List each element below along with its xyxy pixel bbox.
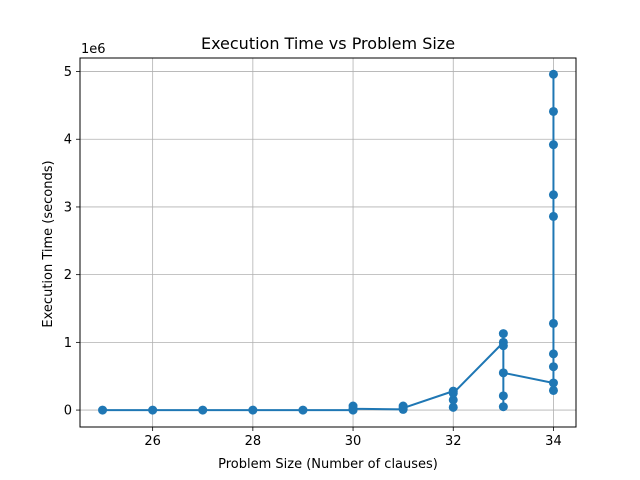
chart-title: Execution Time vs Problem Size <box>201 34 455 53</box>
data-point <box>248 405 258 415</box>
data-point <box>548 318 558 328</box>
data-point <box>548 378 558 388</box>
data-point <box>548 362 558 372</box>
data-point <box>548 349 558 359</box>
x-tick-label: 34 <box>545 434 562 449</box>
y-tick-label: 0 <box>64 404 72 419</box>
y-tick-label: 4 <box>64 133 72 148</box>
x-tick-label: 28 <box>245 434 262 449</box>
y-tick-label: 3 <box>64 200 72 215</box>
axes-frame <box>79 57 577 428</box>
data-point <box>448 395 458 405</box>
data-point <box>498 368 508 378</box>
y-offset-text: 1e6 <box>81 42 106 57</box>
data-point <box>548 140 558 150</box>
data-point <box>498 329 508 339</box>
series-line <box>102 74 555 412</box>
data-point <box>348 404 358 414</box>
data-point <box>548 190 558 200</box>
data-point <box>398 403 408 413</box>
data-point <box>548 385 558 395</box>
x-tick-label: 32 <box>445 434 462 449</box>
y-axis-label: Execution Time (seconds) <box>41 160 56 327</box>
data-point <box>198 405 208 415</box>
data-point <box>498 402 508 412</box>
y-tick-label: 5 <box>64 65 72 80</box>
x-tick-label: 30 <box>345 434 362 449</box>
data-point <box>448 388 458 398</box>
x-axis-label: Problem Size (Number of clauses) <box>218 457 438 472</box>
data-point <box>448 402 458 412</box>
series-layer <box>98 69 558 415</box>
data-point <box>298 405 308 415</box>
data-point <box>498 341 508 351</box>
data-point <box>98 405 108 415</box>
data-point <box>498 391 508 401</box>
y-tick-label: 2 <box>64 268 72 283</box>
data-point <box>148 405 158 415</box>
data-point <box>548 106 558 116</box>
data-point <box>548 69 558 79</box>
data-point <box>548 211 558 221</box>
x-tick-label: 26 <box>144 434 161 449</box>
y-tick-label: 1 <box>64 336 72 351</box>
